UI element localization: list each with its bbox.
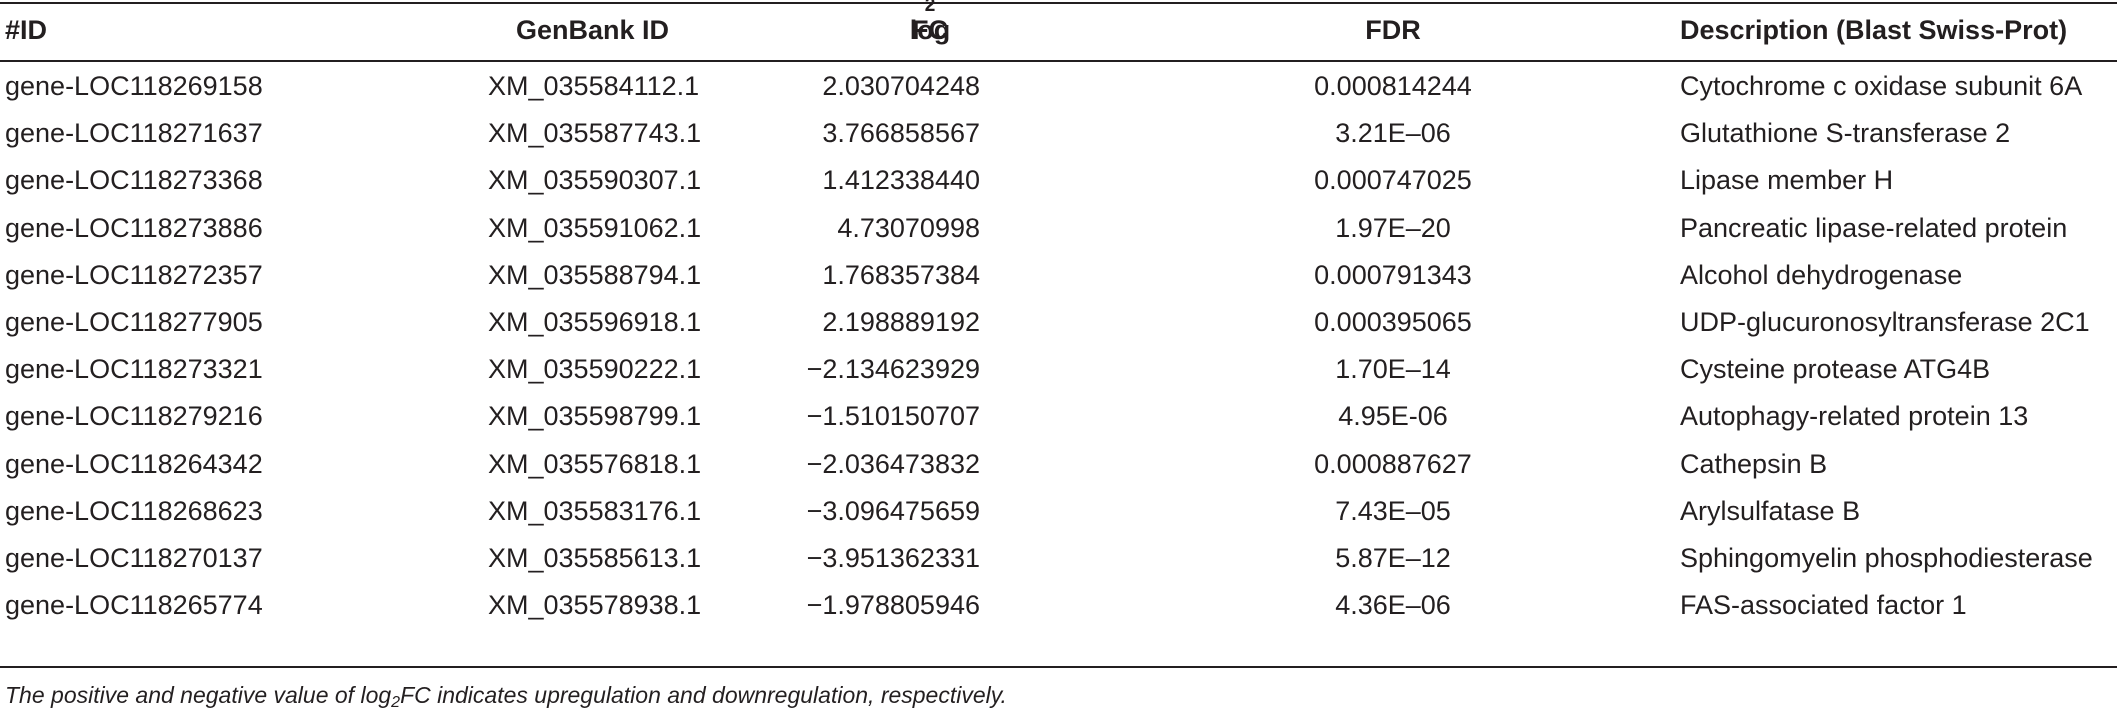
table-row: gene-LOC118270137 XM_035585613.1 −3.951362… — [0, 534, 2117, 582]
table-row: gene-LOC118269158 XM_035584112.1 2.0307042… — [0, 62, 2117, 110]
header-rule — [0, 60, 2117, 62]
table-row: gene-LOC118272357 XM_035588794.1 1.7683573… — [0, 251, 2117, 299]
table-row: gene-LOC118271637 XM_035587743.1 3.7668585… — [0, 109, 2117, 157]
cell-id: gene-LOC118268623 — [5, 495, 263, 526]
table-row: gene-LOC118273886 XM_035591062.1 4.7307099… — [0, 204, 2117, 252]
cell-genbank: XM_035590307.1 — [488, 165, 702, 196]
cell-id: gene-LOC118272357 — [5, 259, 263, 290]
table-row: gene-LOC118264342 XM_035576818.1 −2.036473… — [0, 440, 2117, 488]
cell-id: gene-LOC118264342 — [5, 448, 263, 479]
cell-id: gene-LOC118277905 — [5, 307, 263, 337]
cell-genbank: XM_035583176.1 — [488, 495, 702, 526]
cell-description: Pancreatic lipase-related protein — [1680, 212, 2068, 243]
bottom-rule — [0, 666, 2117, 668]
cell-genbank: XM_035584112.1 — [488, 71, 700, 101]
cell-id: gene-LOC118265774 — [5, 590, 263, 621]
cell-description: UDP-glucuronosyltransferase 2C1 — [1680, 307, 2090, 337]
cell-description: Lipase member H — [1680, 165, 1894, 196]
cell-description: Cathepsin B — [1680, 448, 1828, 479]
table-row: gene-LOC118279216 XM_035598799.1 −1.510150… — [0, 392, 2117, 440]
cell-description: Cysteine protease ATG4B — [1680, 354, 1991, 385]
header-genbank: GenBank ID — [516, 15, 670, 45]
cell-description: Autophagy-related protein 13 — [1680, 401, 2029, 432]
cell-id: gene-LOC118273368 — [5, 165, 263, 196]
table-row: gene-LOC118273321 XM_035590222.1 −2.134623… — [0, 345, 2117, 393]
cell-description: Cytochrome c oxidase subunit 6A — [1680, 71, 2083, 101]
cell-id: gene-LOC118273886 — [5, 212, 263, 243]
cell-genbank: XM_035591062.1 — [488, 212, 702, 243]
cell-genbank: XM_035578938.1 — [488, 590, 702, 621]
cell-description: Glutathione S-transferase 2 — [1680, 118, 2011, 149]
top-rule — [0, 2, 2117, 4]
cell-description: Alcohol dehydrogenase — [1680, 259, 1963, 290]
cell-id: gene-LOC118273321 — [5, 354, 263, 385]
table-row: gene-LOC118277905 XM_035596918.1 2.1988891… — [0, 298, 2117, 346]
table-row: gene-LOC118268623 XM_035583176.1 −3.096475… — [0, 487, 2117, 535]
cell-genbank: XM_035585613.1 — [488, 543, 702, 573]
cell-genbank: XM_035588794.1 — [488, 259, 702, 290]
cell-id: gene-LOC118270137 — [5, 543, 263, 573]
cell-genbank: XM_035596918.1 — [488, 307, 702, 337]
cell-genbank: XM_035576818.1 — [488, 448, 702, 479]
cell-genbank: XM_035587743.1 — [488, 118, 702, 149]
cell-description: FAS-associated factor 1 — [1680, 590, 1967, 621]
header-id: #ID — [5, 15, 48, 45]
header-description: Description (Blast Swiss-Prot) — [1680, 15, 2068, 45]
cell-description: Sphingomyelin phosphodiesterase — [1680, 543, 2093, 573]
cell-id: gene-LOC118269158 — [5, 71, 263, 101]
table-row: gene-LOC118273368 XM_035590307.1 1.4123384… — [0, 156, 2117, 204]
cell-description: Arylsulfatase B — [1680, 495, 1861, 526]
header-row: #ID GenBank ID log 2 FC FDR Description (B… — [0, 0, 2117, 54]
cell-genbank: XM_035590222.1 — [488, 354, 702, 385]
table-footnote: The positive and negative value of log2F… — [5, 682, 1007, 711]
cell-id: gene-LOC118271637 — [5, 118, 263, 149]
table-row: gene-LOC118265774 XM_035578938.1 −1.978805… — [0, 581, 2117, 629]
cell-id: gene-LOC118279216 — [5, 401, 263, 432]
cell-genbank: XM_035598799.1 — [488, 401, 702, 432]
